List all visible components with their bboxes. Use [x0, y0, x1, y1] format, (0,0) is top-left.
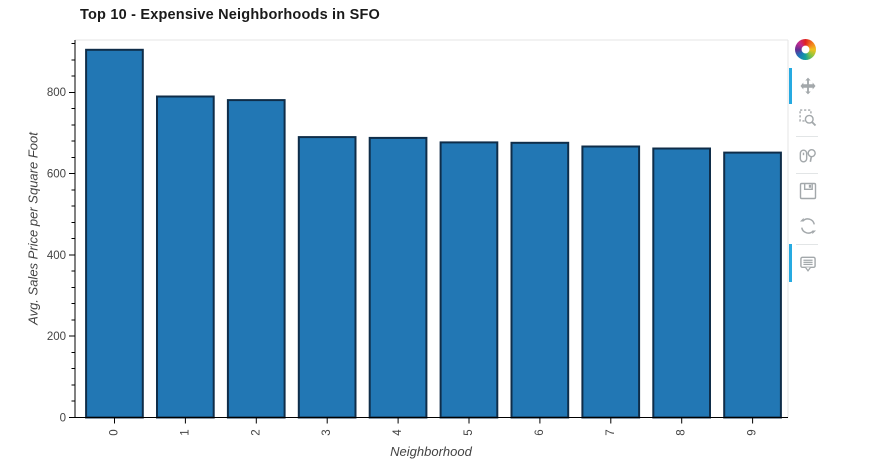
bar[interactable]: [297, 136, 357, 419]
box-zoom-tool-button[interactable]: [796, 106, 820, 130]
y-tick-label: 200: [47, 331, 66, 343]
save-tool-button[interactable]: [796, 179, 820, 203]
bokeh-toolbar: [788, 36, 836, 296]
bar[interactable]: [510, 141, 570, 419]
reset-icon: [800, 217, 816, 235]
bar[interactable]: [226, 99, 286, 419]
pan-icon: [800, 77, 816, 95]
bar[interactable]: [156, 95, 215, 419]
reset-tool-button[interactable]: [796, 214, 820, 238]
x-axis-label: Neighborhood: [390, 444, 472, 459]
x-tick-label: 1: [179, 429, 191, 435]
x-tick-label: 3: [321, 429, 333, 435]
hover-icon: [800, 256, 816, 272]
wheel-zoom-icon: [799, 148, 816, 163]
x-tick-label: 4: [392, 429, 404, 436]
hover-tool-button[interactable]: [796, 252, 820, 276]
x-tick-label: 6: [534, 429, 546, 435]
pan-tool-button[interactable]: [796, 74, 820, 98]
active-tool-indicator-pan: [789, 68, 792, 104]
x-tick-label: 2: [250, 429, 262, 435]
wheel-zoom-tool-button[interactable]: [796, 144, 820, 168]
active-tool-indicator-hover: [789, 244, 792, 282]
bar[interactable]: [368, 136, 428, 419]
bar[interactable]: [85, 48, 144, 419]
bar[interactable]: [439, 141, 499, 419]
bar[interactable]: [652, 147, 711, 419]
toolbar-separator: [796, 136, 818, 137]
y-tick-label: 400: [47, 250, 66, 262]
x-tick-label: 9: [747, 429, 759, 435]
toolbar-separator: [796, 173, 818, 174]
y-tick-label: 800: [47, 87, 66, 99]
y-tick-label: 0: [60, 412, 66, 424]
y-axis-label: Avg. Sales Price per Square Foot: [25, 132, 41, 325]
x-tick-label: 0: [109, 429, 121, 435]
box-zoom-icon: [799, 109, 817, 127]
toolbar-separator: [796, 244, 818, 245]
save-icon: [799, 182, 817, 200]
bar[interactable]: [723, 151, 782, 419]
bar[interactable]: [581, 145, 641, 419]
x-tick-label: 7: [605, 429, 617, 435]
y-tick-label: 600: [47, 168, 66, 180]
x-tick-label: 8: [676, 429, 688, 435]
chart-title: Top 10 - Expensive Neighborhoods in SFO: [80, 7, 380, 23]
bokeh-logo[interactable]: [795, 39, 816, 60]
x-tick-label: 5: [463, 429, 475, 435]
